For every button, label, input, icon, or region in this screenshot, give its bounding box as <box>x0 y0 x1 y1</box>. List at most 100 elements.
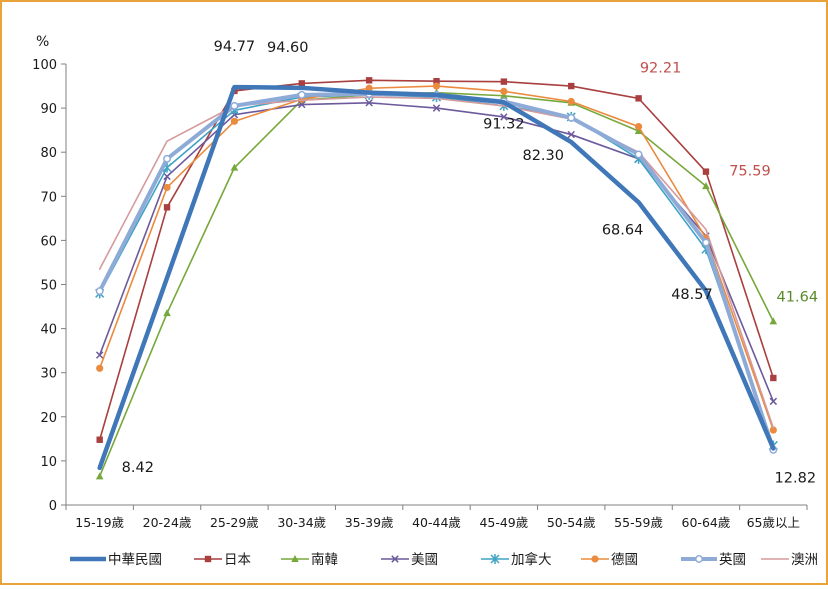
marker-asterisk <box>490 554 500 564</box>
x-tick-label: 60-64歲 <box>682 515 731 530</box>
series-layer <box>95 77 778 480</box>
legend-label: 德國 <box>611 552 638 568</box>
marker-square <box>568 82 575 90</box>
marker-square <box>365 77 373 84</box>
marker-cross <box>432 104 441 112</box>
y-tick-label: 40 <box>40 323 57 338</box>
data-label: 48.57 <box>671 287 713 303</box>
marker-circle-small <box>163 154 171 163</box>
data-label: 82.30 <box>522 148 564 164</box>
marker-circle <box>432 82 441 90</box>
marker-circle-small <box>634 150 643 159</box>
y-tick-label: 20 <box>40 411 57 426</box>
x-tick-label: 55-59歲 <box>614 515 663 530</box>
data-label: 91.32 <box>483 116 525 132</box>
marker-triangle <box>769 317 778 325</box>
marker-square <box>298 80 305 87</box>
y-tick-label: 60 <box>40 234 57 249</box>
marker-triangle <box>163 309 171 317</box>
marker-square <box>163 204 171 211</box>
marker-circle <box>365 84 373 92</box>
x-tick-label: 35-39歲 <box>345 515 394 530</box>
marker-circle-small <box>695 555 703 563</box>
x-tick-label: 45-49歲 <box>479 515 528 530</box>
marker-circle-small <box>702 238 710 247</box>
marker-circle <box>500 87 508 95</box>
data-label: 12.82 <box>775 470 817 486</box>
marker-circle-small <box>95 287 104 296</box>
marker-circle <box>634 123 643 131</box>
marker-circle-small <box>297 90 306 99</box>
legend-label: 中華民國 <box>108 552 162 568</box>
series-line <box>97 84 776 471</box>
x-tick-label: 50-54歲 <box>547 515 596 530</box>
x-tick-label: 20-24歲 <box>143 515 192 530</box>
y-tick-label: 100 <box>32 58 57 73</box>
x-tick-label: 65歲以上 <box>747 515 800 530</box>
legend-label: 南韓 <box>311 552 338 568</box>
marker-circle-small <box>567 113 576 122</box>
y-tick-label: 30 <box>40 367 57 382</box>
x-tick-label: 25-29歲 <box>210 515 259 530</box>
legend: 中華民國 日本 南韓 美國 加拿大 德國 英國 澳洲 <box>70 551 818 568</box>
legend-label: 美國 <box>411 552 438 568</box>
data-label: 75.59 <box>729 164 771 180</box>
legend-item: 加拿大 <box>481 551 552 568</box>
marker-square <box>500 78 508 85</box>
marker-cross <box>163 172 171 181</box>
marker-cross <box>365 99 373 107</box>
y-tick-label: 90 <box>40 102 57 117</box>
marker-triangle <box>634 127 643 135</box>
legend-item: 澳洲 <box>761 552 818 568</box>
marker-circle <box>96 364 104 372</box>
legend-label: 加拿大 <box>511 551 552 568</box>
marker-triangle <box>702 182 710 190</box>
annotation-layer: 8.42 94.77 94.60 91.32 82.30 68.64 48.57 12.82 9… <box>122 39 818 486</box>
marker-cross <box>391 555 399 563</box>
legend-item: 英國 <box>681 551 746 568</box>
marker-circle <box>230 117 239 125</box>
marker-triangle <box>291 555 299 562</box>
marker-circle <box>591 555 599 563</box>
marker-square <box>635 95 642 102</box>
marker-square <box>770 374 777 382</box>
marker-circle-small <box>230 101 239 110</box>
data-label: 94.77 <box>214 39 256 55</box>
marker-circle <box>567 97 575 106</box>
y-unit-label: % <box>36 34 49 50</box>
data-label: 68.64 <box>602 222 644 238</box>
marker-circle <box>769 426 777 434</box>
legend-label: 日本 <box>224 552 251 568</box>
y-tick-label: 80 <box>40 146 57 161</box>
marker-square <box>702 168 710 175</box>
data-label: 94.60 <box>267 40 309 56</box>
marker-cross <box>95 351 104 359</box>
legend-label: 澳洲 <box>791 552 818 568</box>
x-tick-label: 40-44歲 <box>412 515 461 530</box>
axes: % 0 10 20 30 40 50 60 70 80 90 100 15-19歲 20-24歲 25-29… <box>32 34 808 530</box>
marker-cross <box>500 113 508 121</box>
marker-triangle <box>500 91 508 99</box>
marker-cross <box>298 100 306 109</box>
marker-cross <box>567 130 575 139</box>
marker-triangle <box>95 472 104 480</box>
legend-item: 南韓 <box>281 552 338 568</box>
data-label: 8.42 <box>122 460 154 476</box>
x-tick-label: 15-19歲 <box>75 515 124 530</box>
marker-square <box>433 77 440 85</box>
data-label: 41.64 <box>777 289 819 305</box>
marker-square <box>204 555 212 563</box>
y-tick-label: 70 <box>40 190 57 205</box>
y-tick-label: 0 <box>49 499 57 514</box>
series-1 <box>97 84 776 471</box>
marker-triangle <box>230 163 239 171</box>
marker-circle <box>163 183 171 192</box>
marker-cross <box>769 397 778 406</box>
legend-item: 德國 <box>581 552 638 568</box>
x-tick-label: 30-34歲 <box>277 515 326 530</box>
y-tick-label: 10 <box>40 455 57 470</box>
data-label: 92.21 <box>640 60 682 76</box>
legend-item: 美國 <box>381 552 438 568</box>
